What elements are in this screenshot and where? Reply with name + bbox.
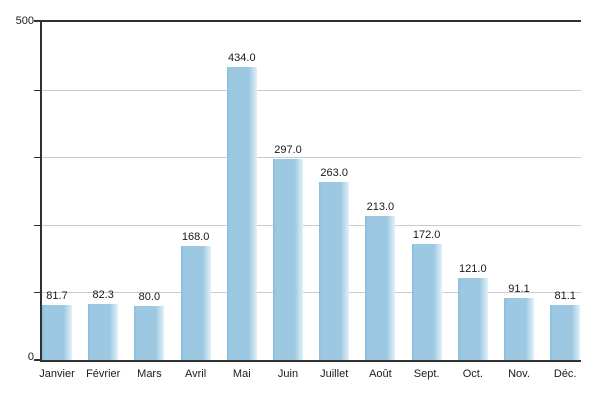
- x-axis-label: Février: [86, 368, 121, 380]
- bar-value-label: 80.0: [138, 290, 161, 303]
- x-axis-label: Mars: [137, 368, 162, 380]
- x-axis-label: Oct.: [462, 368, 483, 380]
- x-axis-label: Août: [369, 368, 392, 380]
- y-axis-tick: [34, 20, 42, 22]
- bar: [457, 278, 488, 360]
- x-axis-label: Nov.: [508, 368, 530, 380]
- gridline: [42, 89, 581, 91]
- bar-value-label: 82.3: [92, 289, 114, 302]
- bar-value-label: 434.0: [228, 51, 256, 64]
- bar-value-label: 81.1: [554, 290, 576, 303]
- bar: [226, 66, 257, 360]
- bar-value-label: 81.7: [46, 289, 68, 302]
- bar: [319, 182, 350, 360]
- bar: [42, 304, 72, 360]
- x-axis-label: Déc.: [553, 368, 577, 380]
- x-axis: Janvier Février Mars Avril Mai Juin Juillet Aoû…: [39, 368, 581, 384]
- x-axis-label: Janvier: [39, 368, 75, 380]
- x-axis-label: Avril: [184, 368, 207, 380]
- x-axis-label: Juillet: [320, 368, 349, 380]
- bar: [273, 159, 303, 360]
- bar: [550, 305, 581, 360]
- bar-value-label: 121.0: [459, 263, 487, 276]
- y-axis-tick: [34, 359, 42, 361]
- bar-value-label: 172.0: [412, 228, 441, 241]
- gridline: [42, 224, 581, 226]
- bar: [365, 216, 396, 360]
- bar-value-label: 213.0: [366, 201, 395, 213]
- y-axis-tick: [34, 157, 42, 159]
- bar: [88, 304, 119, 360]
- y-axis-zero-label: 0: [27, 351, 34, 363]
- bar-value-label: 91.1: [508, 283, 530, 296]
- y-axis-tick: [34, 292, 42, 294]
- bar: [411, 243, 442, 360]
- y-axis-tick: [34, 89, 42, 91]
- bar-value-label: 168.0: [181, 231, 210, 244]
- x-axis-label: Sept.: [413, 368, 440, 380]
- bar: [180, 246, 211, 360]
- bar-value-label: 297.0: [274, 144, 302, 157]
- y-axis-tick: [34, 224, 42, 226]
- bar-value-label: 263.0: [320, 167, 348, 180]
- plot-area: 81.7 82.3 80.0 168.0 434.0 297.0 263.0 213.0 172…: [34, 20, 581, 362]
- bar: [504, 298, 534, 360]
- bar: [134, 305, 165, 360]
- y-axis-max-label: 500: [15, 15, 34, 27]
- gridline: [42, 157, 581, 159]
- x-axis-label: Mai: [232, 368, 251, 380]
- gridline: [42, 292, 581, 294]
- x-axis-label: Juin: [277, 368, 299, 380]
